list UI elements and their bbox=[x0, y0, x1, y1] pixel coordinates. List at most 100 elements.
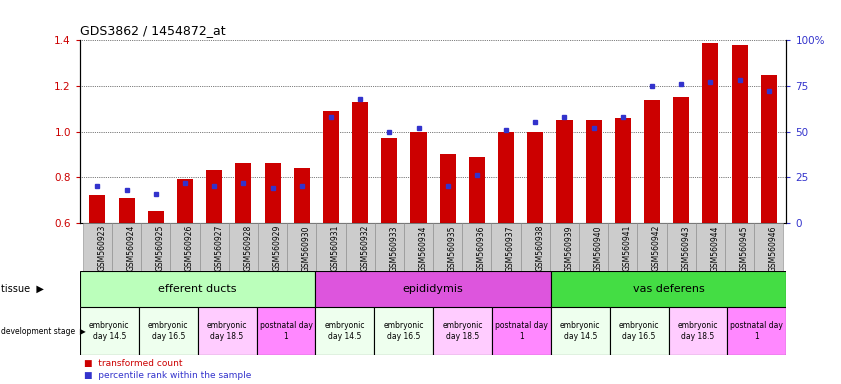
Text: vas deferens: vas deferens bbox=[632, 284, 705, 294]
Text: GSM560934: GSM560934 bbox=[419, 225, 427, 271]
Text: GSM560940: GSM560940 bbox=[594, 225, 603, 271]
Text: GSM560943: GSM560943 bbox=[681, 225, 690, 271]
Bar bbox=[346, 223, 375, 271]
Text: embryonic
day 18.5: embryonic day 18.5 bbox=[442, 321, 483, 341]
Bar bbox=[315, 307, 374, 355]
Bar bbox=[148, 211, 164, 223]
Bar bbox=[557, 120, 573, 223]
Bar bbox=[404, 223, 433, 271]
Bar bbox=[82, 223, 112, 271]
Bar bbox=[258, 223, 287, 271]
Bar bbox=[206, 170, 222, 223]
Text: GSM560933: GSM560933 bbox=[389, 225, 399, 271]
Bar bbox=[491, 223, 521, 271]
Bar bbox=[257, 307, 315, 355]
Bar bbox=[644, 99, 660, 223]
Bar bbox=[585, 120, 601, 223]
Bar bbox=[80, 271, 315, 307]
Bar bbox=[579, 223, 608, 271]
Bar bbox=[119, 198, 135, 223]
Bar bbox=[323, 111, 339, 223]
Text: GSM560925: GSM560925 bbox=[156, 225, 165, 271]
Text: efferent ducts: efferent ducts bbox=[158, 284, 237, 294]
Bar bbox=[667, 223, 696, 271]
Text: epididymis: epididymis bbox=[403, 284, 463, 294]
Text: development stage  ▶: development stage ▶ bbox=[1, 327, 86, 336]
Text: GDS3862 / 1454872_at: GDS3862 / 1454872_at bbox=[80, 24, 225, 37]
Text: GSM560928: GSM560928 bbox=[243, 225, 252, 271]
Bar bbox=[433, 307, 492, 355]
Bar bbox=[112, 223, 141, 271]
Text: GSM560945: GSM560945 bbox=[739, 225, 748, 271]
Text: GSM560931: GSM560931 bbox=[331, 225, 340, 271]
Bar bbox=[551, 307, 610, 355]
Bar bbox=[316, 223, 346, 271]
Bar bbox=[492, 307, 551, 355]
Bar bbox=[610, 307, 669, 355]
Bar bbox=[725, 223, 754, 271]
Bar bbox=[527, 131, 543, 223]
Bar bbox=[229, 223, 258, 271]
Bar bbox=[89, 195, 105, 223]
Text: embryonic
day 16.5: embryonic day 16.5 bbox=[383, 321, 424, 341]
Text: embryonic
day 14.5: embryonic day 14.5 bbox=[560, 321, 600, 341]
Text: GSM560946: GSM560946 bbox=[769, 225, 778, 271]
Bar bbox=[235, 164, 251, 223]
Bar bbox=[352, 102, 368, 223]
Text: GSM560924: GSM560924 bbox=[127, 225, 135, 271]
Text: GSM560939: GSM560939 bbox=[564, 225, 574, 271]
Bar bbox=[374, 307, 433, 355]
Bar bbox=[463, 223, 491, 271]
Bar bbox=[702, 43, 718, 223]
Text: embryonic
day 18.5: embryonic day 18.5 bbox=[678, 321, 718, 341]
Text: postnatal day
1: postnatal day 1 bbox=[260, 321, 312, 341]
Text: GSM560938: GSM560938 bbox=[535, 225, 544, 271]
Bar bbox=[727, 307, 786, 355]
Text: GSM560929: GSM560929 bbox=[272, 225, 282, 271]
Bar bbox=[198, 307, 257, 355]
Text: embryonic
day 16.5: embryonic day 16.5 bbox=[148, 321, 188, 341]
Bar bbox=[669, 307, 727, 355]
Bar bbox=[265, 164, 281, 223]
Text: embryonic
day 16.5: embryonic day 16.5 bbox=[619, 321, 659, 341]
Text: GSM560923: GSM560923 bbox=[98, 225, 107, 271]
Bar bbox=[294, 168, 309, 223]
Text: tissue  ▶: tissue ▶ bbox=[1, 284, 44, 294]
Bar bbox=[673, 97, 690, 223]
Text: GSM560930: GSM560930 bbox=[302, 225, 311, 271]
Text: GSM560927: GSM560927 bbox=[214, 225, 223, 271]
Bar bbox=[433, 223, 463, 271]
Text: GSM560932: GSM560932 bbox=[360, 225, 369, 271]
Text: GSM560926: GSM560926 bbox=[185, 225, 194, 271]
Bar bbox=[469, 157, 485, 223]
Text: postnatal day
1: postnatal day 1 bbox=[731, 321, 783, 341]
Bar bbox=[754, 223, 784, 271]
Bar bbox=[177, 179, 193, 223]
Bar bbox=[315, 271, 551, 307]
Bar bbox=[139, 307, 198, 355]
Text: GSM560935: GSM560935 bbox=[447, 225, 457, 271]
Bar bbox=[637, 223, 667, 271]
Bar bbox=[80, 307, 139, 355]
Bar bbox=[141, 223, 171, 271]
Text: GSM560936: GSM560936 bbox=[477, 225, 486, 271]
Bar bbox=[381, 138, 397, 223]
Bar bbox=[287, 223, 316, 271]
Text: GSM560937: GSM560937 bbox=[506, 225, 515, 271]
Bar bbox=[440, 154, 456, 223]
Bar bbox=[498, 131, 514, 223]
Bar bbox=[732, 45, 748, 223]
Text: GSM560941: GSM560941 bbox=[623, 225, 632, 271]
Text: GSM560944: GSM560944 bbox=[711, 225, 719, 271]
Bar bbox=[761, 74, 777, 223]
Text: embryonic
day 14.5: embryonic day 14.5 bbox=[325, 321, 365, 341]
Text: postnatal day
1: postnatal day 1 bbox=[495, 321, 547, 341]
Bar bbox=[410, 131, 426, 223]
Text: embryonic
day 18.5: embryonic day 18.5 bbox=[207, 321, 247, 341]
Bar bbox=[171, 223, 199, 271]
Bar bbox=[608, 223, 637, 271]
Text: embryonic
day 14.5: embryonic day 14.5 bbox=[89, 321, 130, 341]
Text: ■  transformed count: ■ transformed count bbox=[84, 359, 182, 368]
Bar bbox=[199, 223, 229, 271]
Bar bbox=[696, 223, 725, 271]
